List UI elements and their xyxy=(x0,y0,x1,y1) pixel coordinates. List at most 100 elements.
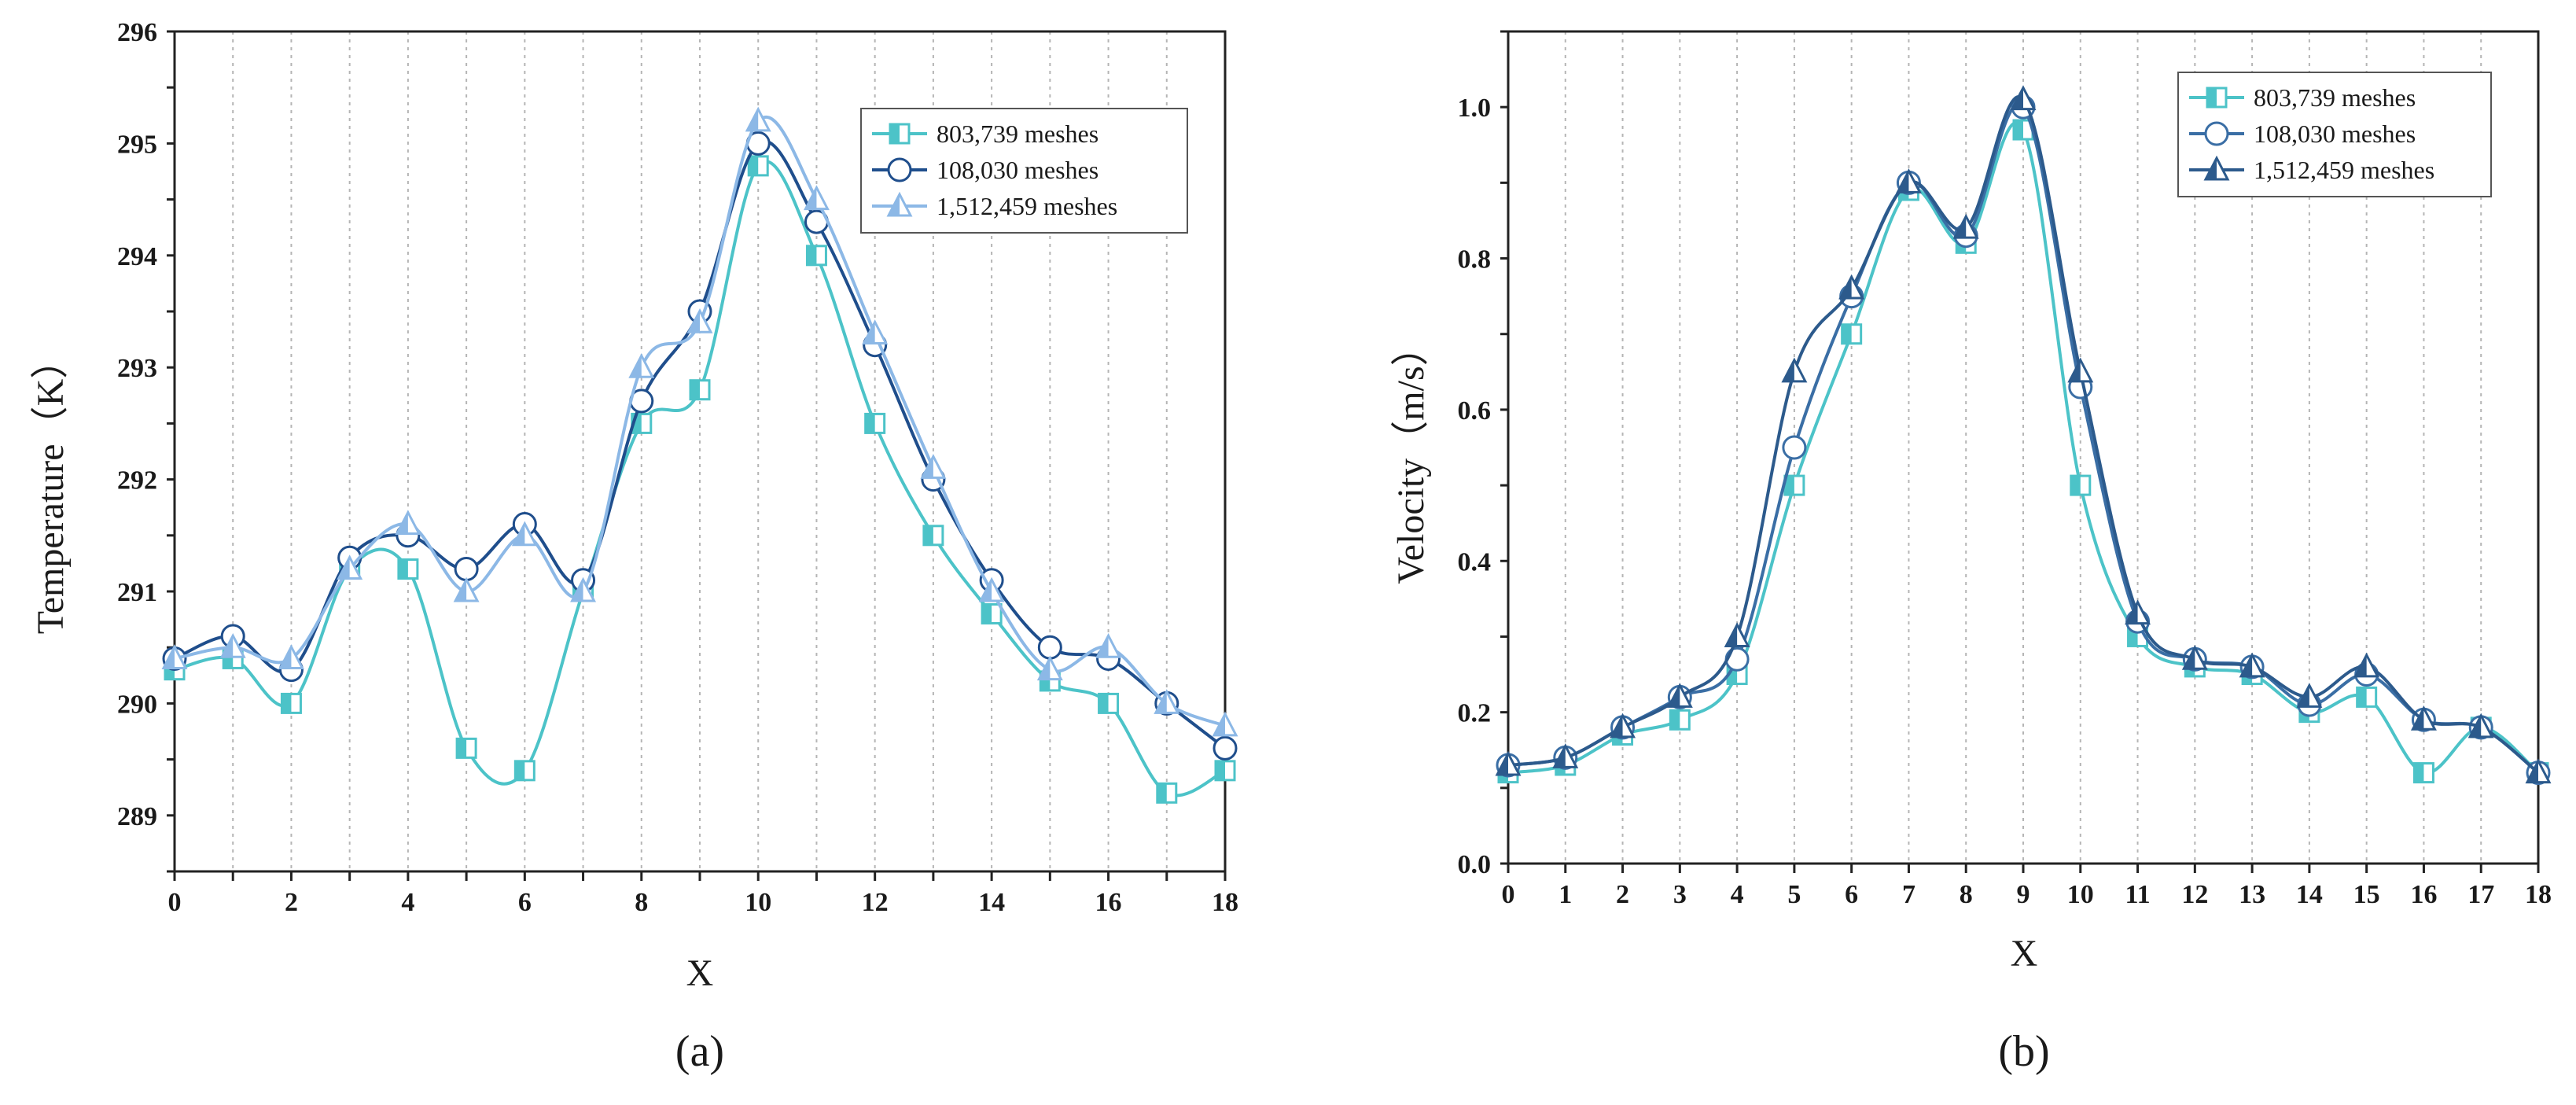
chart-a-ticks: 0 2 4 6 8 10 12 14 16 18 289 290 291 292 293 294 295 296 xyxy=(117,18,1238,917)
data-point-fill xyxy=(1216,761,1225,780)
data-point-fill xyxy=(2126,602,2138,624)
data-point-fill xyxy=(2070,476,2081,495)
legend-label: 108,030 meshes xyxy=(2254,120,2416,148)
x-tick-label: 2 xyxy=(1616,880,1629,909)
chart-a-x-axis-title: X xyxy=(686,952,714,994)
x-tick-label: 17 xyxy=(2467,880,2494,909)
series-line xyxy=(1507,95,2540,775)
chart-a-legend: 803,739 meshes 108,030 meshes 1,512,459 me… xyxy=(860,108,1188,234)
data-point-fill xyxy=(982,604,992,624)
data-point-fill xyxy=(1611,715,1623,737)
data-point-fill xyxy=(749,156,759,175)
x-tick-label: 12 xyxy=(2181,880,2208,909)
data-point xyxy=(1213,735,1238,761)
x-tick-label: 1 xyxy=(1558,880,1572,909)
data-point-fill xyxy=(865,414,875,433)
y-tick-label: 293 xyxy=(117,354,157,383)
x-tick-label: 9 xyxy=(2017,880,2030,909)
data-point-fill xyxy=(1669,685,1680,707)
chart-a-series xyxy=(161,106,1238,804)
data-point-fill xyxy=(2298,685,2309,707)
data-point-fill xyxy=(863,322,875,344)
x-tick-label: 3 xyxy=(1673,880,1687,909)
data-point-fill xyxy=(2014,120,2023,140)
x-tick-label: 4 xyxy=(1731,880,1744,909)
legend-label: 1,512,459 meshes xyxy=(937,192,1117,220)
x-tick-label: 8 xyxy=(1960,880,1973,909)
data-point-fill xyxy=(164,646,175,669)
data-point-fill xyxy=(1897,171,1909,193)
y-tick-label: 292 xyxy=(117,466,157,495)
data-point xyxy=(454,557,479,582)
data-point-fill xyxy=(1497,753,1508,775)
legend-label: 803,739 meshes xyxy=(937,120,1098,148)
chart-a: 0 2 4 6 8 10 12 14 16 18289290291292293294295296 … xyxy=(30,18,1238,1076)
data-point-fill xyxy=(396,512,408,534)
data-point-fill xyxy=(747,109,759,131)
y-tick-label: 290 xyxy=(117,690,157,719)
series-triangle xyxy=(161,106,1238,737)
x-tick-label: 11 xyxy=(2125,880,2150,909)
legend-marker-fill xyxy=(2206,158,2217,179)
x-tick-label: 6 xyxy=(518,888,532,917)
data-point-fill xyxy=(1157,783,1167,803)
y-tick-label: 1.0 xyxy=(1458,94,1492,123)
chart-b: 0 1 2 3 4 5 6 7 8 9 10 11 12 13 14 15 16 17 180.00.20.40.6… xyxy=(1390,30,2552,1076)
data-point-fill xyxy=(513,523,525,545)
x-tick-label: 2 xyxy=(285,888,298,917)
chart-a-caption: (a) xyxy=(675,1027,724,1076)
x-tick-label: 14 xyxy=(2296,880,2323,909)
x-tick-label: 14 xyxy=(978,888,1005,917)
data-point-fill xyxy=(455,580,467,601)
y-tick-label: 295 xyxy=(117,130,157,159)
y-tick-label: 291 xyxy=(117,578,157,607)
data-point-fill xyxy=(398,559,408,579)
legend-item: 108,030 meshes xyxy=(872,156,1098,184)
legend-item: 1,512,459 meshes xyxy=(2189,155,2434,184)
chart-b-legend: 803,739 meshes 108,030 meshes 1,512,459 me… xyxy=(2177,72,2492,197)
y-tick-label: 0.2 xyxy=(1458,699,1492,728)
data-point-fill xyxy=(1783,359,1794,381)
y-tick-label: 0.6 xyxy=(1458,396,1492,425)
data-point-fill xyxy=(1039,657,1051,680)
x-tick-label: 12 xyxy=(862,888,889,917)
data-point-fill xyxy=(923,525,933,545)
x-tick-label: 0 xyxy=(168,888,182,917)
data-point-fill xyxy=(1842,324,1852,344)
legend-item: 803,739 meshes xyxy=(2189,83,2416,112)
data-point-fill xyxy=(2012,87,2023,109)
data-point-fill xyxy=(1098,694,1109,713)
x-tick-label: 4 xyxy=(401,888,414,917)
legend-marker xyxy=(887,157,912,182)
data-point-fill xyxy=(2357,687,2367,707)
x-tick-label: 8 xyxy=(635,888,648,917)
y-tick-label: 0.4 xyxy=(1458,547,1492,576)
series-line xyxy=(1507,102,2540,775)
data-point-fill xyxy=(1554,746,1566,768)
legend-marker-fill xyxy=(2207,88,2217,107)
x-tick-label: 18 xyxy=(1212,888,1238,917)
legend-marker-fill xyxy=(889,194,900,215)
y-tick-label: 294 xyxy=(117,242,157,271)
x-tick-label: 6 xyxy=(1845,880,1858,909)
data-point-fill xyxy=(1155,691,1167,713)
legend-label: 803,739 meshes xyxy=(2254,83,2416,112)
legend-item: 803,739 meshes xyxy=(872,120,1098,148)
y-tick-label: 289 xyxy=(117,802,157,831)
data-point-fill xyxy=(515,761,525,780)
x-tick-label: 10 xyxy=(2067,880,2094,909)
x-tick-label: 16 xyxy=(2410,880,2437,909)
chart-b-ticks: 0 1 2 3 4 5 6 7 8 9 10 11 12 13 14 15 16 17 180.00.20.40.6… xyxy=(1458,30,2552,909)
data-point-fill xyxy=(338,557,350,579)
chart-a-gridlines xyxy=(232,31,1168,871)
data-point-fill xyxy=(1784,476,1794,495)
legend-label: 1,512,459 meshes xyxy=(2254,156,2434,184)
data-point-fill xyxy=(572,580,583,601)
x-tick-label: 18 xyxy=(2525,880,2552,909)
series-triangle xyxy=(1495,85,2552,784)
chart-b-series xyxy=(1495,85,2552,786)
legend-item: 108,030 meshes xyxy=(2189,120,2416,148)
data-point-fill xyxy=(2414,763,2424,783)
data-point-fill xyxy=(2241,654,2253,676)
